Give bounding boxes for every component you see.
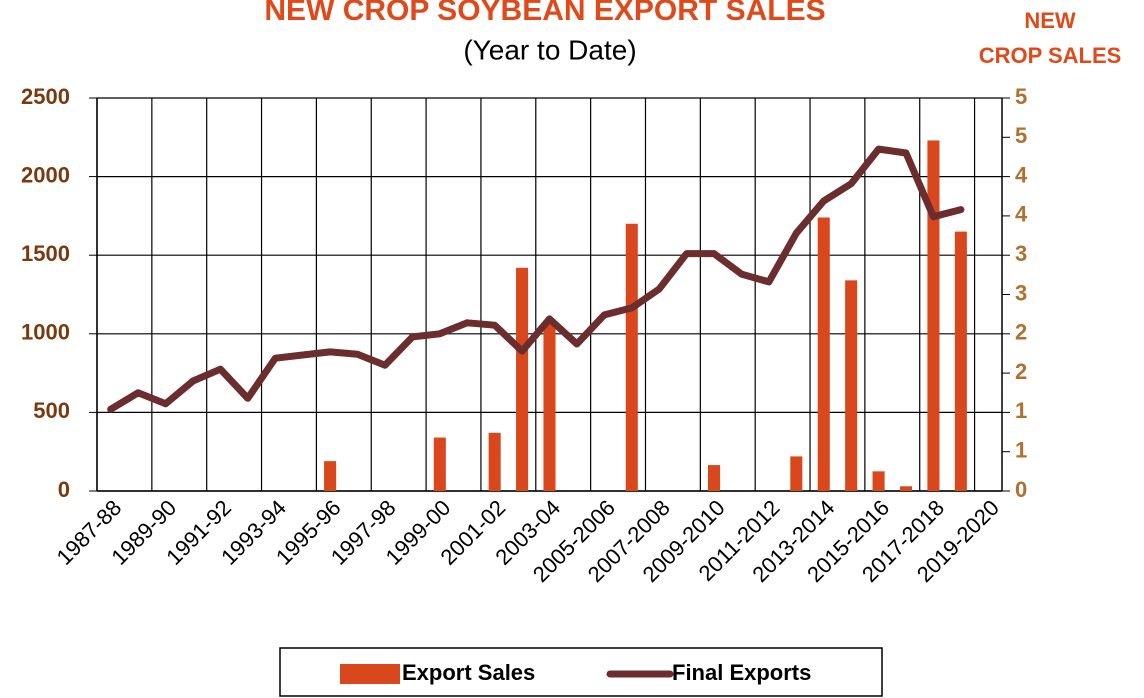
y2-axis-label: CROP SALES (979, 43, 1122, 68)
y2-tick-label: 4 (1015, 162, 1028, 187)
y-tick-label: 0 (58, 477, 70, 502)
bar (625, 223, 638, 491)
chart-subtitle: (Year to Date) (463, 34, 636, 65)
y2-tick-label: 5 (1015, 123, 1027, 148)
y-tick-label: 1000 (21, 320, 70, 345)
y2-tick-label: 4 (1015, 202, 1028, 227)
bar (543, 321, 556, 491)
y2-tick-label: 2 (1015, 359, 1027, 384)
bar (872, 471, 885, 491)
bar (817, 217, 830, 492)
y-tick-label: 2000 (21, 162, 70, 187)
chart-title: NEW CROP SOYBEAN EXPORT SALES (264, 0, 825, 27)
bar (790, 456, 803, 491)
legend-swatch (340, 664, 400, 684)
bar (433, 437, 446, 491)
bar (927, 140, 940, 491)
bar (708, 465, 721, 491)
line (107, 145, 965, 413)
y2-tick-label: 3 (1015, 280, 1027, 305)
bar (899, 486, 913, 491)
y2-tick-label: 3 (1015, 241, 1027, 266)
y2-axis-label: NEW (1024, 8, 1076, 33)
bar (488, 432, 501, 491)
y2-tick-label: 1 (1015, 438, 1027, 463)
bar (954, 231, 967, 491)
legend-label: Final Exports (672, 660, 811, 685)
y2-tick-label: 2 (1015, 320, 1027, 345)
y2-tick-label: 0 (1015, 477, 1027, 502)
bar (845, 280, 858, 491)
y2-tick-label: 1 (1015, 398, 1027, 423)
legend-label: Export Sales (402, 660, 535, 685)
y2-tick-label: 5 (1015, 84, 1027, 109)
y-tick-label: 500 (33, 398, 70, 423)
y-tick-label: 1500 (21, 241, 70, 266)
bar (516, 267, 529, 491)
bar (324, 461, 337, 491)
y-tick-label: 2500 (21, 84, 70, 109)
